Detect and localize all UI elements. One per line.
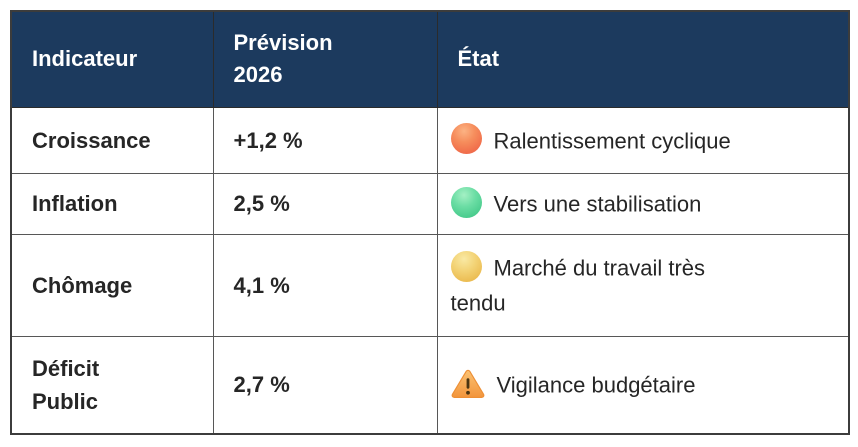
forecast-cell: 2,7 % <box>212 335 438 435</box>
forecast-cell: 2,5 % <box>212 172 438 235</box>
column-header-prevision-2026: Prévision 2026 <box>212 10 438 108</box>
orange-circle-icon <box>450 123 482 155</box>
yellow-circle-icon <box>450 251 482 282</box>
table-row-chomage: Chômage 4,1 % Marché du travail très ten… <box>10 233 850 337</box>
status-text: Vigilance budgétaire <box>496 373 696 399</box>
status-text: Ralentissement cyclique <box>493 128 731 154</box>
warning-triangle-icon <box>451 369 484 399</box>
status-cell: Ralentissement cyclique <box>436 106 850 174</box>
column-header-indicateur: Indicateur <box>10 10 214 108</box>
indicator-cell: Croissance <box>10 106 214 174</box>
status-cell: Vers une stabilisation <box>436 172 850 235</box>
status-text: Marché du travail très tendu <box>450 256 706 316</box>
status-cell: Vigilance budgétaire <box>436 335 850 435</box>
table-row-deficit-public: Déficit Public 2,7 % Vigilance budgétair… <box>10 335 850 435</box>
indicators-table: Indicateur Prévision 2026 État Croissanc… <box>10 10 850 435</box>
indicator-cell: Inflation <box>10 172 214 235</box>
table-row-croissance: Croissance +1,2 % Ralentissement cycliqu… <box>10 106 850 174</box>
indicator-cell: Déficit Public <box>10 335 214 435</box>
header-row: Indicateur Prévision 2026 État <box>10 10 850 108</box>
column-header-etat: État <box>436 10 850 108</box>
forecast-cell: 4,1 % <box>212 233 438 337</box>
table-row-inflation: Inflation 2,5 % Vers une stabilisation <box>10 172 850 235</box>
status-text: Vers une stabilisation <box>493 191 702 217</box>
status-cell: Marché du travail très tendu <box>436 233 850 337</box>
indicator-cell: Chômage <box>10 233 214 337</box>
forecast-cell: +1,2 % <box>212 106 438 174</box>
green-circle-icon <box>450 186 482 218</box>
